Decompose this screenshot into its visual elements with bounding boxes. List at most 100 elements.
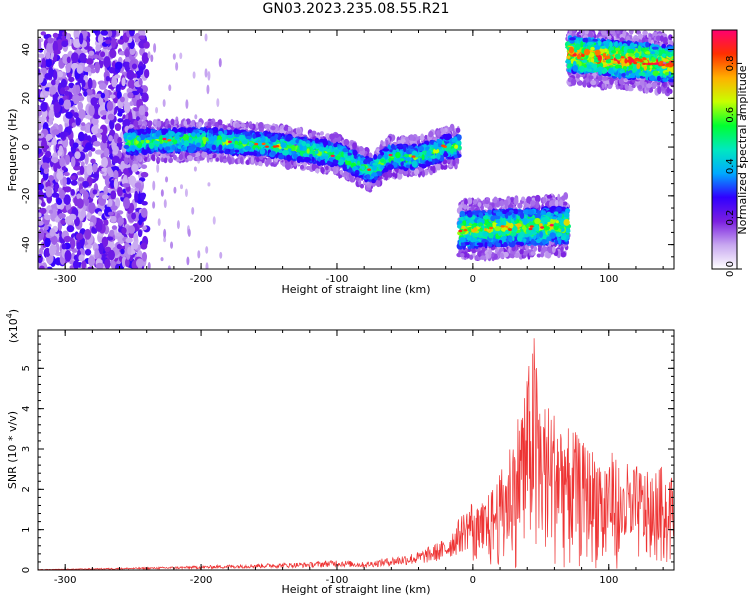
heatmap-cell bbox=[207, 121, 212, 128]
heatmap-cell bbox=[44, 248, 51, 258]
heatmap-cell bbox=[105, 39, 112, 45]
heatmap-cell bbox=[131, 63, 138, 70]
heatmap-cell bbox=[455, 157, 460, 164]
heatmap-cell bbox=[219, 251, 223, 259]
heatmap-cell bbox=[60, 219, 67, 225]
heatmap-cell bbox=[133, 107, 141, 112]
heatmap-cell bbox=[105, 236, 114, 241]
heatmap-cell bbox=[266, 133, 272, 138]
heatmap-cell bbox=[38, 161, 44, 166]
heatmap-cell bbox=[155, 106, 159, 114]
heatmap-cell bbox=[296, 128, 301, 134]
heatmap-cell bbox=[52, 40, 59, 53]
heatmap-cell bbox=[97, 34, 104, 44]
heatmap-cell bbox=[85, 142, 93, 151]
heatmap-cell bbox=[88, 105, 95, 117]
heatmap-cell bbox=[80, 125, 86, 131]
heatmap-cell bbox=[38, 228, 45, 241]
heatmap-cell bbox=[117, 217, 125, 226]
heatmap-cell bbox=[114, 74, 121, 79]
heatmap-cell bbox=[101, 133, 108, 144]
heatmap-cell bbox=[58, 145, 64, 153]
heatmap-cell bbox=[103, 147, 110, 157]
heatmap-cell bbox=[126, 87, 133, 93]
heatmap-cell bbox=[59, 87, 66, 95]
heatmap-cell bbox=[54, 183, 60, 190]
heatmap-cell bbox=[75, 116, 81, 126]
heatmap-cell bbox=[129, 30, 135, 37]
heatmap-cell bbox=[175, 61, 179, 71]
heatmap-cell bbox=[116, 186, 123, 197]
heatmap-cell bbox=[206, 84, 210, 95]
heatmap-cell bbox=[59, 131, 66, 140]
heatmap-cell bbox=[38, 123, 42, 131]
heatmap-cell bbox=[72, 93, 80, 105]
heatmap-cell bbox=[98, 242, 104, 255]
heatmap-cell bbox=[124, 48, 130, 58]
heatmap-cell bbox=[62, 95, 68, 101]
heatmap-cell bbox=[192, 71, 196, 79]
heatmap-cell bbox=[38, 212, 42, 218]
heatmap-cell bbox=[48, 117, 54, 125]
heatmap-cell bbox=[141, 225, 148, 231]
heatmap-cell bbox=[61, 40, 69, 48]
heatmap-cell bbox=[305, 165, 311, 171]
heatmap-cell bbox=[140, 207, 148, 218]
heatmap-cell bbox=[168, 84, 172, 92]
heatmap-cell bbox=[94, 248, 100, 258]
heatmap-cell bbox=[95, 44, 101, 52]
heatmap-cell bbox=[61, 243, 67, 250]
heatmap-cell bbox=[128, 202, 135, 213]
heatmap-cell bbox=[128, 175, 136, 186]
heatmap-cell bbox=[66, 56, 71, 64]
heatmap-cell bbox=[77, 101, 84, 111]
heatmap-cell bbox=[106, 166, 112, 175]
heatmap-cell bbox=[70, 156, 76, 168]
heatmap-cell bbox=[71, 122, 77, 128]
heatmap-cell bbox=[198, 121, 203, 128]
heatmap-cell bbox=[117, 111, 123, 117]
heatmap-cell bbox=[78, 254, 85, 262]
heatmap-cell bbox=[63, 235, 72, 243]
heatmap-cell bbox=[117, 39, 125, 45]
heatmap-cell bbox=[436, 130, 440, 136]
heatmap-cell bbox=[136, 87, 144, 94]
heatmap-cell bbox=[108, 67, 115, 74]
heatmap-cell bbox=[142, 115, 147, 121]
heatmap-cell bbox=[141, 52, 150, 64]
heatmap-cell bbox=[64, 250, 72, 262]
heatmap-cell bbox=[65, 63, 71, 74]
heatmap-cell bbox=[123, 197, 131, 209]
heatmap-cell bbox=[75, 84, 81, 95]
heatmap-cell bbox=[63, 99, 72, 110]
heatmap-cell bbox=[352, 142, 357, 150]
heatmap-cell bbox=[147, 120, 153, 127]
heatmap-cell bbox=[90, 97, 98, 106]
heatmap-cell bbox=[86, 163, 93, 176]
heatmap-cell bbox=[45, 181, 51, 188]
heatmap-cell bbox=[114, 123, 122, 131]
heatmap-cell bbox=[115, 232, 123, 237]
heatmap-cell bbox=[88, 150, 93, 157]
heatmap-cell bbox=[376, 155, 382, 160]
heatmap-cell bbox=[111, 225, 118, 230]
heatmap-cell bbox=[126, 69, 135, 81]
heatmap-cell bbox=[193, 166, 197, 172]
heatmap-cell bbox=[141, 251, 148, 262]
heatmap-cell bbox=[87, 255, 96, 267]
heatmap-cell bbox=[152, 180, 156, 191]
heatmap-cell bbox=[141, 200, 148, 206]
heatmap-cell bbox=[172, 53, 176, 60]
heatmap-cell bbox=[384, 152, 389, 160]
heatmap-cell bbox=[380, 151, 385, 156]
heatmap-cell bbox=[73, 112, 79, 119]
heatmap-cell bbox=[384, 173, 388, 181]
heatmap-cell bbox=[320, 166, 325, 174]
heatmap-cell bbox=[84, 153, 89, 165]
heatmap-cell bbox=[217, 119, 223, 126]
heatmap-cell bbox=[92, 30, 99, 34]
heatmap-cell bbox=[98, 96, 104, 106]
heatmap-cell bbox=[100, 30, 109, 36]
